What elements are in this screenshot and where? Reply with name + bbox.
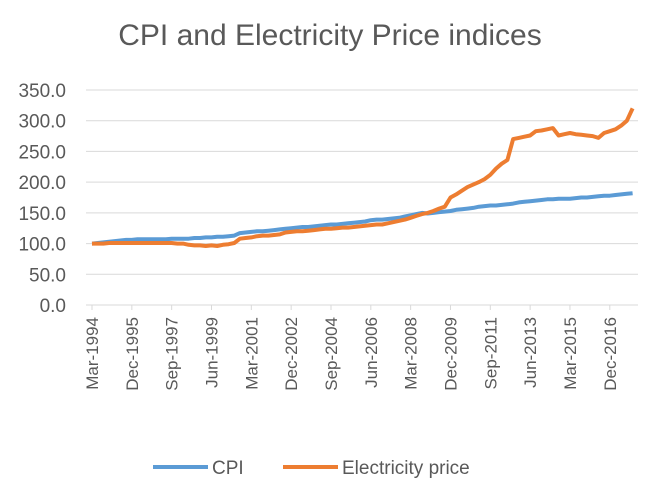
legend-label: Electricity price	[342, 458, 470, 479]
y-tick-label: 300.0	[18, 112, 66, 133]
y-tick-label: 50.0	[29, 265, 66, 286]
y-tick-label: 150.0	[18, 204, 66, 225]
x-tick-label: Sep-1997	[163, 317, 182, 391]
legend-label: CPI	[212, 458, 244, 479]
x-tick-label: Dec-2002	[282, 317, 301, 391]
x-tick-label: Mar-2001	[242, 317, 261, 390]
x-tick-label: Sep-2004	[322, 317, 341, 391]
series-line-0	[91, 191, 633, 246]
x-tick-label: Dec-2016	[601, 317, 620, 391]
x-tick-label: Mar-1994	[83, 317, 102, 390]
y-tick-label: 250.0	[18, 142, 66, 163]
x-tick-label: Jun-2006	[362, 317, 381, 388]
y-tick-label: 100.0	[18, 235, 66, 256]
y-tick-label: 350.0	[18, 81, 66, 102]
x-tick-label: Mar-2008	[402, 317, 421, 390]
y-tick-label: 0.0	[40, 296, 66, 317]
y-tick-label: 200.0	[18, 173, 66, 194]
series-line-1	[92, 107, 635, 248]
chart-title: CPI and Electricity Price indices	[118, 19, 542, 52]
x-tick-label: Jun-1999	[202, 317, 221, 388]
x-tick-label: Jun-2013	[521, 317, 540, 388]
x-tick-label: Dec-1995	[123, 317, 142, 391]
x-tick-label: Dec-2009	[441, 317, 460, 391]
x-tick-label: Mar-2015	[561, 317, 580, 390]
x-tick-label: Sep-2011	[481, 317, 500, 389]
